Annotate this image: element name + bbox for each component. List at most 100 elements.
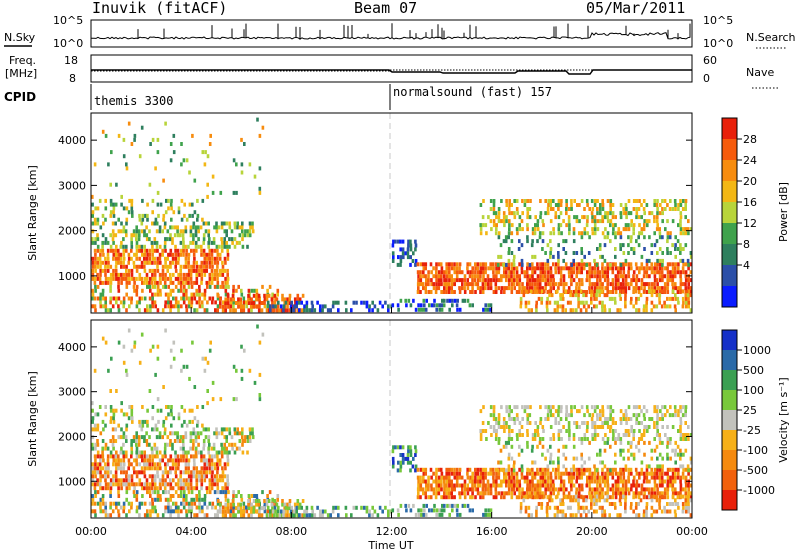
- power-cell: [161, 252, 164, 257]
- power-cell: [220, 237, 223, 242]
- velocity-cell: [518, 467, 521, 472]
- power-cell: [635, 308, 638, 313]
- power-cell: [679, 282, 683, 287]
- velocity-cell: [146, 458, 149, 463]
- power-cell: [270, 297, 274, 302]
- power-cell: [208, 260, 212, 265]
- velocity-cell: [511, 429, 514, 433]
- power-cell: [253, 174, 257, 179]
- velocity-cell: [233, 442, 237, 447]
- power-cell: [404, 298, 407, 303]
- velocity-cell: [674, 487, 677, 492]
- power-cell: [143, 296, 147, 301]
- velocity-cell: [601, 471, 604, 476]
- velocity-cell: [632, 495, 635, 500]
- power-cell: [115, 244, 118, 249]
- velocity-cell: [226, 474, 229, 479]
- velocity-cell: [112, 482, 115, 487]
- power-cell: [668, 304, 672, 309]
- velocity-cell: [293, 509, 296, 514]
- velocity-cell: [112, 439, 115, 443]
- power-cell: [243, 142, 246, 146]
- power-cell: [106, 308, 110, 313]
- velocity-cell: [156, 454, 159, 459]
- power-cell: [112, 233, 115, 238]
- velocity-cell: [559, 498, 562, 503]
- velocity-cell: [260, 506, 263, 511]
- velocity-cell: [653, 494, 656, 499]
- velocity-cell: [658, 495, 662, 500]
- velocity-cell: [684, 409, 687, 414]
- power-cell: [658, 262, 662, 267]
- velocity-cell: [241, 435, 244, 440]
- velocity-cell: [91, 435, 95, 440]
- velocity-cell: [635, 413, 638, 418]
- velocity-cell: [417, 483, 420, 488]
- power-cell: [443, 298, 446, 303]
- power-cell: [445, 266, 448, 271]
- velocity-cell: [151, 482, 155, 487]
- power-cell: [496, 262, 500, 267]
- power-cell: [422, 266, 426, 271]
- power-cell: [417, 307, 421, 312]
- velocity-cell: [122, 458, 126, 463]
- power-cell: [94, 284, 97, 289]
- velocity-cell: [226, 458, 230, 463]
- velocity-cell: [365, 505, 369, 510]
- power-cell: [226, 256, 230, 261]
- velocity-cell: [151, 454, 155, 459]
- velocity-cell: [477, 475, 480, 480]
- velocity-cell: [101, 486, 105, 491]
- velocity-cell: [399, 503, 403, 508]
- power-cell: [659, 203, 662, 207]
- power-cell: [187, 260, 190, 265]
- power-cell: [588, 286, 591, 291]
- velocity-cell: [208, 482, 212, 487]
- velocity-cell: [224, 494, 228, 498]
- power-cell: [112, 268, 115, 273]
- power-cell: [171, 260, 175, 265]
- power-cell: [274, 296, 277, 301]
- power-cell: [169, 288, 173, 293]
- power-cell: [442, 270, 446, 275]
- power-cell: [526, 278, 529, 283]
- velocity-cell: [515, 433, 519, 437]
- power-cell: [661, 278, 664, 283]
- velocity-cell: [545, 509, 549, 514]
- velocity-cell: [274, 509, 277, 514]
- velocity-cell: [180, 348, 183, 353]
- power-cell: [479, 286, 483, 291]
- velocity-cell: [512, 475, 516, 480]
- power-cell: [507, 207, 511, 211]
- velocity-cell: [376, 513, 380, 518]
- power-cell: [567, 207, 571, 211]
- power-cell: [192, 252, 196, 257]
- velocity-cell: [679, 409, 683, 414]
- power-cell: [647, 282, 651, 287]
- power-cell: [198, 272, 201, 277]
- velocity-cell: [176, 454, 180, 459]
- power-cell: [192, 292, 196, 297]
- velocity-cell: [601, 405, 604, 410]
- power-cell: [189, 233, 193, 238]
- velocity-cell: [151, 344, 155, 349]
- power-cell: [531, 266, 534, 271]
- power-cell: [455, 262, 459, 267]
- power-cell: [669, 270, 672, 275]
- power-cell: [192, 268, 196, 273]
- power-cell: [684, 278, 688, 283]
- velocity-cell: [655, 495, 659, 500]
- velocity-cell: [575, 425, 579, 429]
- power-cell: [414, 239, 417, 244]
- velocity-cell: [645, 505, 648, 510]
- velocity-cell: [195, 466, 198, 471]
- velocity-cell: [450, 467, 453, 472]
- velocity-cell: [481, 475, 485, 480]
- power-cell: [575, 251, 579, 255]
- velocity-cell: [484, 508, 487, 513]
- power-cell: [420, 303, 423, 308]
- power-cell: [141, 252, 144, 257]
- velocity-cell: [650, 448, 654, 453]
- velocity-cell: [303, 509, 306, 514]
- velocity-cell: [240, 509, 243, 514]
